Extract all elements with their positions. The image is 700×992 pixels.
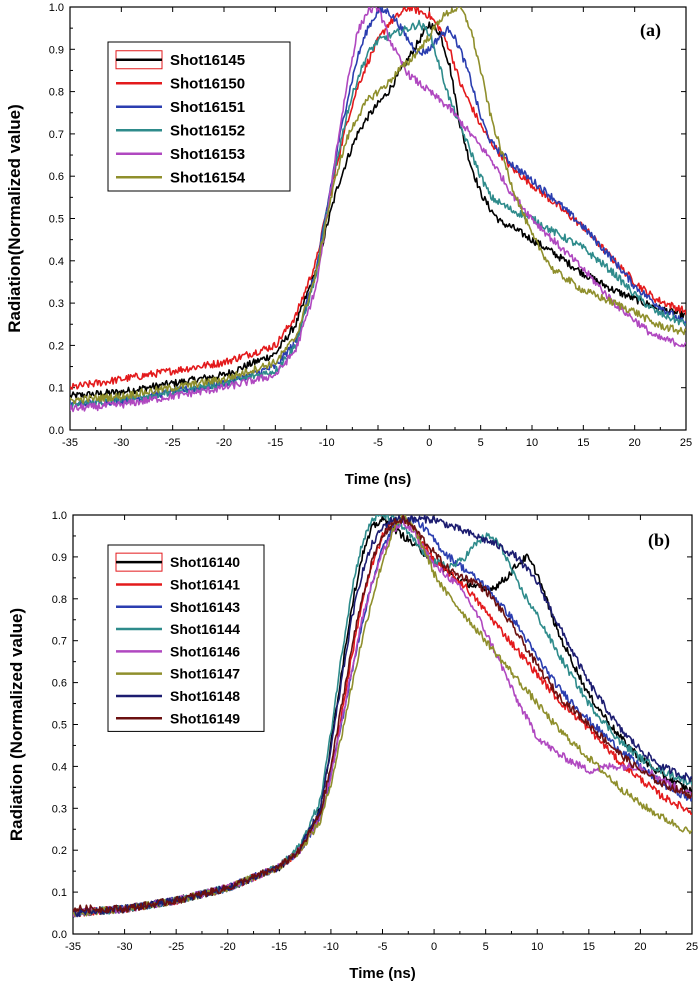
y-tick-label: 0.3	[49, 298, 64, 310]
y-tick-label: 0.2	[49, 340, 64, 352]
x-tick-label: -15	[271, 941, 287, 953]
legend-entry: Shot16141	[170, 576, 240, 592]
x-tick-label: -35	[62, 437, 78, 449]
x-axis-label: Time (ns)	[349, 965, 415, 982]
x-tick-label: -20	[216, 437, 232, 449]
x-tick-label: 0	[426, 437, 432, 449]
series-line-shot16153	[70, 7, 686, 413]
legend-entry: Shot16153	[170, 146, 245, 163]
x-tick-label: -30	[117, 941, 133, 953]
x-tick-label: -10	[323, 941, 339, 953]
x-tick-label: -5	[378, 941, 388, 953]
legend-box	[107, 544, 265, 732]
y-tick-label: 0.8	[52, 594, 67, 606]
chart-panel-a: -35 -30 -25 -20 -15 -10 -5 0 5 10 15 20 25 0.0 0.1 0.2 0…	[5, 2, 692, 488]
x-tick-label: -25	[165, 437, 181, 449]
y-tick-label: 0.1	[49, 383, 64, 395]
y-tick-label: 0.1	[52, 887, 67, 899]
x-tick-label: 10	[526, 437, 538, 449]
x-tick-label: -30	[113, 437, 129, 449]
x-tick-label: -10	[319, 437, 335, 449]
x-tick-label: 25	[680, 437, 692, 449]
legend: Shot16145 Shot16150 Shot16151 Shot16152 Shot…	[107, 41, 291, 192]
y-tick-label: 0.4	[49, 256, 64, 268]
y-tick-label: 0.0	[52, 929, 67, 941]
y-tick-label: 0.8	[49, 87, 64, 99]
x-tick-label: 10	[531, 941, 543, 953]
x-tick-label: 0	[431, 941, 437, 953]
legend-entry: Shot16154	[170, 169, 246, 186]
y-tick-label: 0.6	[52, 678, 67, 690]
y-tick-label: 0.3	[52, 803, 67, 815]
y-tick-label: 0.6	[49, 171, 64, 183]
series-line-shot16145	[70, 21, 686, 399]
x-tick-label: 15	[583, 941, 595, 953]
series-line-shot16152	[70, 19, 686, 410]
legend: Shot16140 Shot16141 Shot16143 Shot16144 Shot…	[107, 544, 265, 732]
y-tick-label: 0.5	[49, 214, 64, 226]
legend-entry: Shot16147	[170, 666, 240, 682]
y-axis-label: Radiation(Normalized value)	[5, 104, 24, 333]
x-tick-label: -25	[168, 941, 184, 953]
x-tick-label: 20	[629, 437, 641, 449]
x-tick-label: -35	[65, 941, 81, 953]
x-tick-label: -20	[220, 941, 236, 953]
chart-panel-b: -35 -30 -25 -20 -15 -10 -5 0 5 10 15 20 25 0.0 0.1 0.2 0…	[7, 510, 698, 982]
y-tick-label: 0.2	[52, 845, 67, 857]
x-axis-label: Time (ns)	[345, 471, 411, 488]
series-line-shot16150	[70, 7, 686, 390]
panel-label: (b)	[648, 530, 670, 551]
y-tick-label: 0.9	[49, 44, 64, 56]
x-tick-label: 20	[634, 941, 646, 953]
x-tick-label: 5	[483, 941, 489, 953]
y-tick-label: 1.0	[52, 510, 67, 522]
legend-entry: Shot16150	[170, 75, 245, 92]
legend-entry: Shot16152	[170, 122, 245, 139]
legend-entry: Shot16151	[170, 99, 245, 116]
panel-label: (a)	[640, 20, 661, 41]
legend-entry: Shot16146	[170, 643, 240, 659]
legend-box	[107, 41, 291, 192]
x-tick-label: 5	[478, 437, 484, 449]
legend-entry: Shot16145	[170, 52, 245, 69]
legend-entry: Shot16140	[170, 554, 240, 570]
x-tick-label: -5	[373, 437, 383, 449]
y-tick-label: 0.5	[52, 720, 67, 732]
y-axis-label: Radiation (Normalized value)	[7, 608, 26, 841]
series-line-shot16154	[70, 7, 686, 404]
series-line-shot16146	[73, 519, 692, 918]
series-line-shot16149	[73, 515, 692, 914]
legend-entry: Shot16144	[170, 621, 240, 637]
legend-entry: Shot16148	[170, 688, 240, 704]
x-tick-label: 25	[686, 941, 698, 953]
y-tick-label: 1.0	[49, 2, 64, 14]
y-tick-label: 0.4	[52, 761, 67, 773]
x-tick-label: -15	[267, 437, 283, 449]
y-tick-label: 0.0	[49, 425, 64, 437]
x-tick-label: 15	[577, 437, 589, 449]
y-tick-label: 0.7	[49, 129, 64, 141]
legend-entry: Shot16149	[170, 710, 240, 726]
y-tick-label: 0.7	[52, 636, 67, 648]
legend-entry: Shot16143	[170, 599, 240, 615]
y-tick-label: 0.9	[52, 552, 67, 564]
